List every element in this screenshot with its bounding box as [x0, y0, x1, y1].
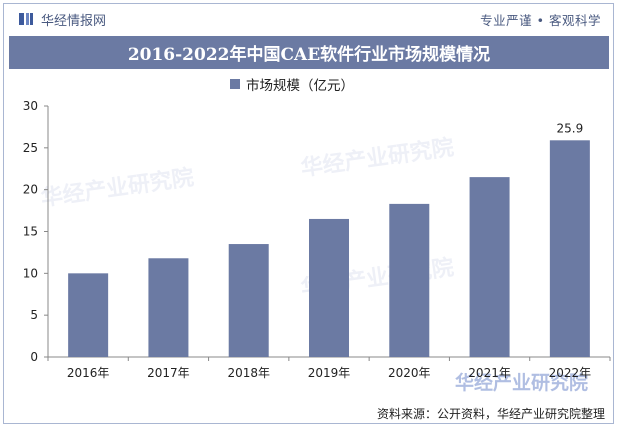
y-tick-label: 15 — [23, 225, 38, 239]
source-note: 资料来源：公开资料，华经产业研究院整理 — [376, 407, 605, 421]
brand-logo-icon — [19, 13, 33, 25]
watermark-logo-text: 华经产业研究院 — [455, 372, 589, 394]
top-bar: 华经情报网 专业严谨 • 客观科学 — [4, 4, 613, 34]
x-tick-label: 2016年 — [67, 366, 110, 380]
brand-name: 华经情报网 — [41, 13, 107, 29]
bar — [389, 203, 430, 357]
x-tick-label: 2021年 — [468, 366, 511, 380]
data-label: 25.9 — [556, 121, 583, 135]
y-tick-label: 0 — [30, 350, 38, 364]
chart-title: 2016-2022年中国CAE软件行业市场规模情况 — [9, 36, 609, 69]
bar — [549, 140, 590, 357]
y-tick-label: 25 — [23, 141, 38, 155]
legend-label: 市场规模（亿元） — [246, 78, 354, 94]
legend: 市场规模（亿元） — [230, 74, 354, 94]
y-tick-label: 10 — [23, 266, 38, 280]
bar — [469, 177, 510, 357]
x-tick-label: 2018年 — [227, 366, 270, 380]
bar — [228, 244, 269, 357]
x-tick-label: 2019年 — [308, 366, 351, 380]
brand: 华经情报网 — [18, 10, 106, 29]
x-tick-label: 2020年 — [388, 366, 431, 380]
y-tick-label: 5 — [30, 308, 38, 322]
bar — [68, 273, 109, 357]
bar — [148, 258, 189, 357]
x-tick-label: 2017年 — [147, 366, 190, 380]
slogan: 专业严谨 • 客观科学 — [480, 12, 601, 28]
bar — [309, 218, 349, 357]
y-tick-label: 30 — [23, 99, 38, 113]
legend-swatch — [230, 79, 240, 89]
y-tick-label: 20 — [23, 183, 38, 197]
x-tick-label: 2022年 — [549, 366, 592, 380]
